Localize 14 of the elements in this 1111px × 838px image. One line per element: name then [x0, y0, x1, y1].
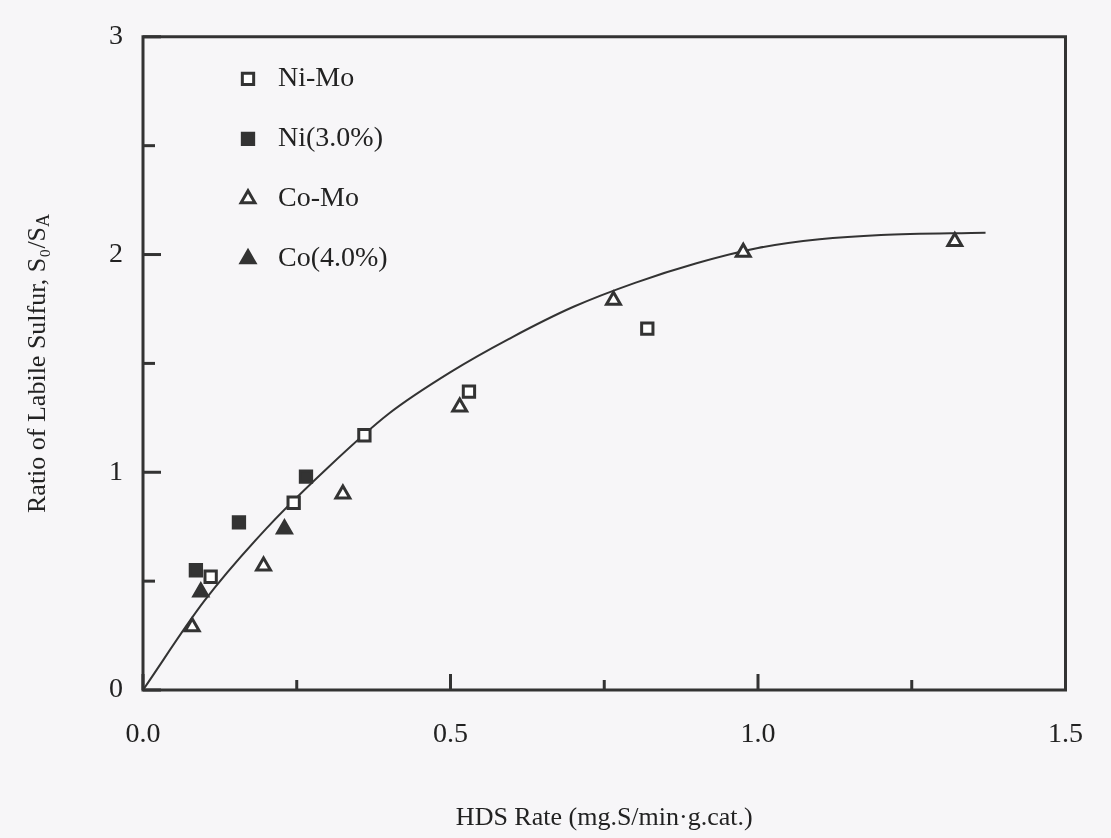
x-tick-label: 1.0: [740, 717, 776, 749]
y-tick-label: 1: [109, 454, 123, 486]
x-tick-label: 0.0: [125, 717, 161, 749]
x-axis-title: HDS Rate (mg.S/min·g.cat.): [455, 802, 753, 832]
legend-label: Co-Mo: [278, 181, 359, 213]
legend-label: Co(4.0%): [278, 241, 388, 273]
legend-label: Ni(3.0%): [278, 121, 383, 153]
y-axis-title: Ratio of Labile Sulfur, S₀/SA: [21, 213, 54, 513]
y-tick-label: 3: [109, 19, 123, 51]
y-tick-label: 2: [109, 236, 123, 268]
x-tick-label: 1.5: [1048, 717, 1083, 749]
x-tick-label: 0.5: [433, 717, 468, 749]
legend-label: Ni-Mo: [278, 61, 355, 93]
y-tick-label: 0: [109, 672, 123, 704]
